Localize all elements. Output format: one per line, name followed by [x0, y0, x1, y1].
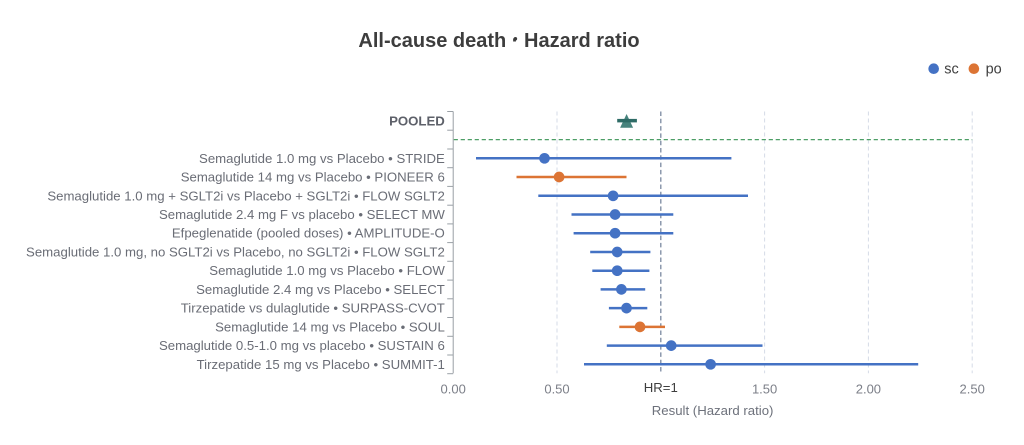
- svg-text:Result (Hazard ratio): Result (Hazard ratio): [652, 403, 774, 418]
- svg-text:0.00: 0.00: [441, 382, 466, 397]
- svg-text:HR=1: HR=1: [644, 380, 678, 395]
- svg-text:Semaglutide 14 mg vs Placebo •: Semaglutide 14 mg vs Placebo • SOUL: [215, 319, 445, 334]
- svg-text:All-cause death · Hazard ratio: All-cause death · Hazard ratio: [358, 30, 639, 52]
- svg-text:Semaglutide 2.4 mg F vs placeb: Semaglutide 2.4 mg F vs placebo • SELECT…: [159, 207, 445, 222]
- svg-text:Semaglutide 1.0 mg + SGLT2i vs: Semaglutide 1.0 mg + SGLT2i vs Placebo +…: [47, 188, 444, 203]
- svg-text:Semaglutide 1.0 mg, no SGLT2i: Semaglutide 1.0 mg, no SGLT2i vs Placebo…: [26, 245, 445, 260]
- svg-text:Semaglutide 2.4 mg vs Placebo: Semaglutide 2.4 mg vs Placebo • SELECT: [196, 282, 445, 297]
- svg-text:Semaglutide 14 mg vs Placebo •: Semaglutide 14 mg vs Placebo • PIONEER 6: [181, 170, 445, 185]
- svg-text:Tirzepatide vs dulaglutide • S: Tirzepatide vs dulaglutide • SURPASS-CVO…: [181, 301, 445, 316]
- svg-text:Semaglutide 1.0 mg vs Placebo: Semaglutide 1.0 mg vs Placebo • STRIDE: [199, 151, 445, 166]
- svg-text:Semaglutide 0.5-1.0 mg vs plac: Semaglutide 0.5-1.0 mg vs placebo • SUST…: [159, 338, 445, 353]
- svg-text:2.50: 2.50: [960, 382, 985, 397]
- svg-text:0.50: 0.50: [544, 382, 569, 397]
- svg-text:Tirzepatide 15 mg vs Placebo •: Tirzepatide 15 mg vs Placebo • SUMMIT-1: [197, 357, 445, 372]
- svg-text:Semaglutide 1.0 mg vs Placebo: Semaglutide 1.0 mg vs Placebo • FLOW: [209, 263, 445, 278]
- svg-text:2.00: 2.00: [856, 382, 881, 397]
- svg-text:POOLED: POOLED: [389, 113, 445, 128]
- svg-text:Efpeglenatide (pooled doses) •: Efpeglenatide (pooled doses) • AMPLITUDE…: [172, 226, 445, 241]
- svg-text:1.50: 1.50: [752, 382, 777, 397]
- svg-text:sc: sc: [944, 62, 959, 78]
- svg-text:po: po: [986, 62, 1002, 78]
